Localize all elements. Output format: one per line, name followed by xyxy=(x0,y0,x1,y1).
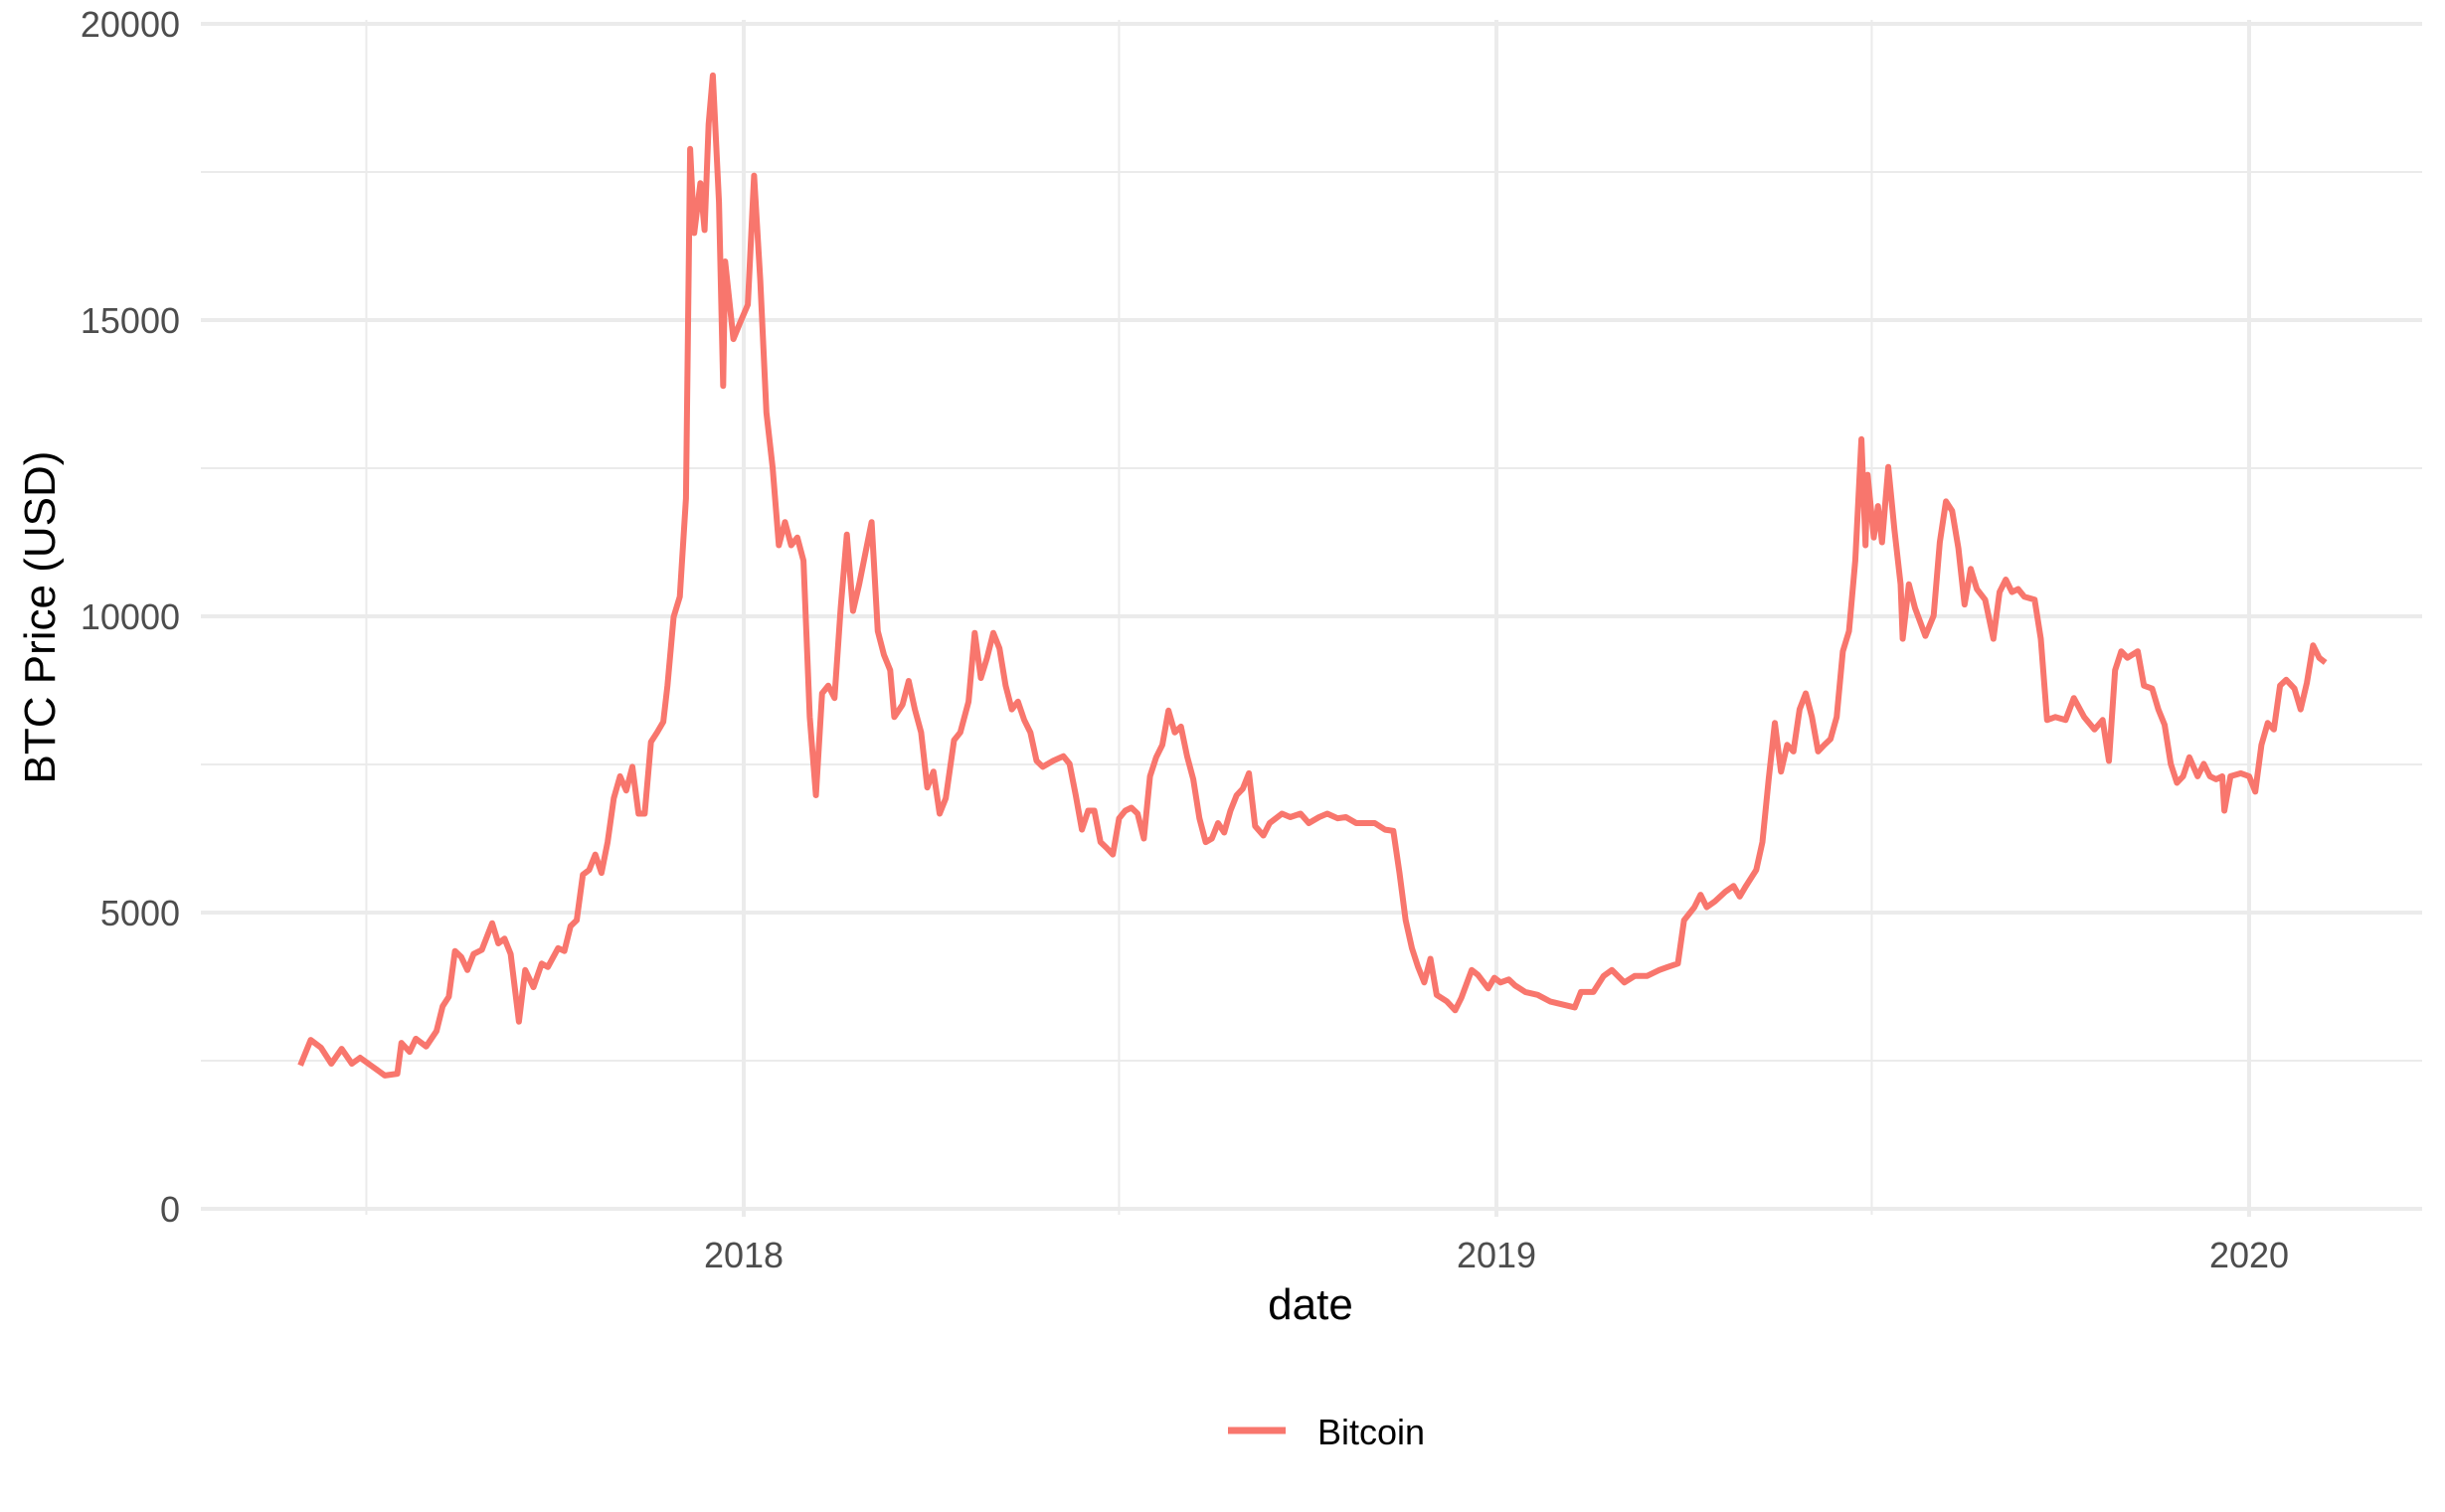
y-axis-tick-labels: 0 5000 10000 15000 20000 xyxy=(81,4,180,1230)
x-tick-label: 2019 xyxy=(1457,1235,1536,1275)
y-tick-label: 15000 xyxy=(81,300,180,341)
y-tick-label: 5000 xyxy=(100,893,180,933)
x-tick-label: 2018 xyxy=(704,1235,784,1275)
x-axis-tick-labels: 2018 2019 2020 xyxy=(704,1235,2289,1275)
y-tick-label: 0 xyxy=(160,1189,180,1230)
x-tick-label: 2020 xyxy=(2209,1235,2289,1275)
y-tick-label: 10000 xyxy=(81,596,180,637)
legend: Bitcoin xyxy=(1228,1412,1425,1452)
series-line-bitcoin xyxy=(297,72,2328,1079)
y-tick-label: 20000 xyxy=(81,4,180,45)
legend-label-bitcoin: Bitcoin xyxy=(1317,1412,1425,1452)
y-axis-title: BTC Price (USD) xyxy=(16,451,65,784)
plot-series xyxy=(297,72,2328,1079)
major-gridlines xyxy=(201,20,2422,1217)
x-axis-title: date xyxy=(1268,1280,1353,1329)
